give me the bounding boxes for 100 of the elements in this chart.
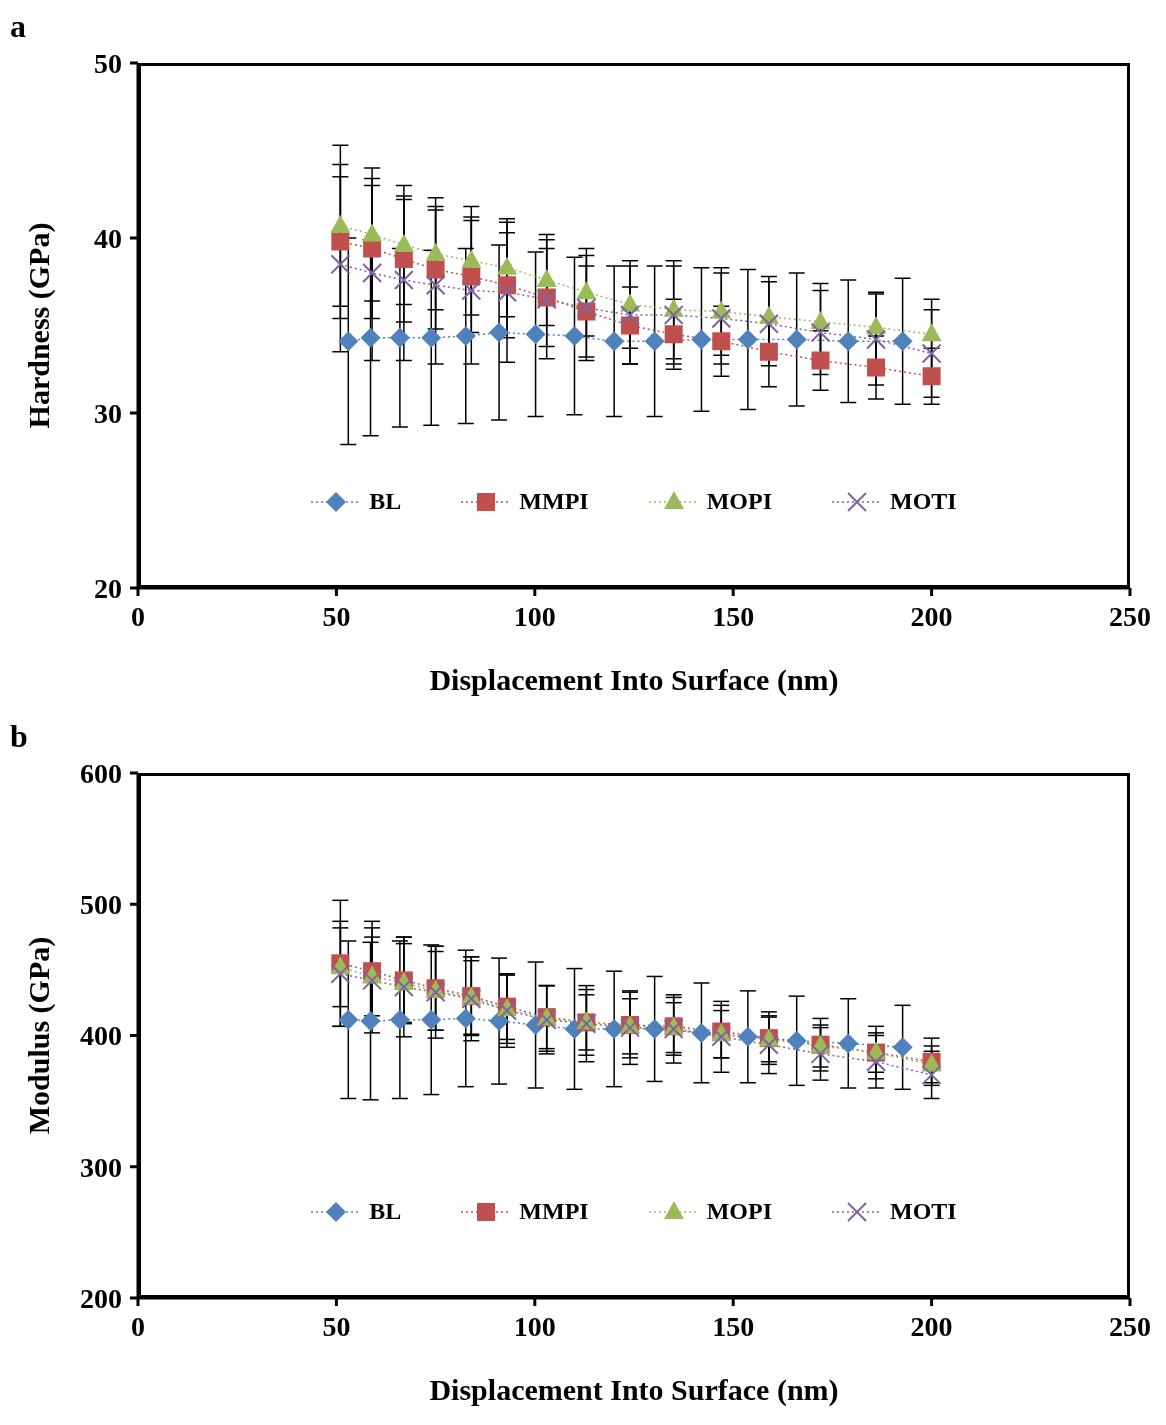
point [866,316,887,335]
x-tick-label: 0 [131,1310,145,1342]
point [525,324,546,345]
point [664,325,683,344]
point [461,280,482,301]
legend-label: BL [369,1198,402,1225]
x-tick-label: 200 [910,1310,953,1342]
point [338,1009,359,1030]
point [786,1030,807,1051]
point [838,331,859,352]
point [711,308,732,329]
point [691,1022,712,1043]
point [737,1026,758,1047]
point [921,323,942,342]
y-tick-label: 500 [80,889,122,921]
y-tick-label: 50 [94,47,122,79]
y-axis-title: Modulus (GPa) [21,936,56,1135]
point [338,331,359,352]
legend-label: MMPI [519,1198,589,1225]
y-tick-label: 30 [94,397,122,429]
legend-label: MMPI [519,488,589,515]
point [810,322,831,343]
y-tick-label: 200 [80,1282,122,1314]
point [604,331,625,352]
point [425,982,446,1003]
legend-label: MOTI [889,1198,957,1225]
point [921,1064,942,1085]
point [497,256,518,275]
y-tick-label: 600 [80,757,122,789]
point [644,331,665,352]
point [393,234,414,252]
point [330,254,351,275]
point [564,326,585,346]
x-axis-title: Displacement Into Surface (nm) [429,663,839,697]
point [576,281,597,300]
x-axis-title: Displacement Into Surface (nm) [429,1373,839,1407]
x-tick-label: 100 [513,600,556,632]
point [425,242,446,261]
point [389,1009,410,1030]
point [663,305,684,325]
point [425,275,446,296]
x-tick-label: 50 [322,1310,351,1342]
point [362,263,383,283]
point [461,249,482,268]
point [892,1037,913,1058]
y-tick-label: 400 [80,1020,122,1052]
point [866,329,887,350]
point [362,223,383,242]
point [867,358,886,377]
text: a [10,8,26,45]
point [838,1033,859,1054]
legend-label: MOPI [706,488,772,515]
point [758,1034,779,1055]
text: b [10,718,28,755]
point [455,1008,476,1029]
y-axis-title: Hardness (GPa) [21,222,56,429]
point [330,963,351,984]
point [866,1051,887,1072]
point [691,329,712,350]
point [330,214,351,233]
x-tick-label: 100 [513,1310,556,1342]
point [711,1026,732,1047]
point [892,331,913,352]
point [421,1009,442,1030]
point [362,970,383,991]
x-tick-label: 50 [322,600,351,632]
legend-label: MOTI [889,488,957,515]
point [389,327,410,348]
x-tick-label: 150 [712,1310,755,1342]
point [393,976,414,997]
point [393,270,414,290]
y-tick-label: 20 [94,572,122,604]
point [455,326,476,346]
point [810,1043,831,1064]
x-tick-label: 0 [131,600,145,632]
point [426,260,445,279]
x-tick-label: 250 [1109,600,1151,632]
point [360,327,381,348]
y-tick-label: 300 [80,1151,122,1183]
x-tick-label: 250 [1109,1310,1151,1342]
point [786,329,807,350]
point [620,305,641,325]
point [759,342,778,361]
y-tick-label: 40 [94,222,122,254]
x-tick-label: 200 [910,600,953,632]
point [758,313,779,334]
point [536,269,557,287]
legend-label: BL [369,488,402,515]
point [421,327,442,348]
point [497,282,518,303]
point [811,351,830,370]
point [737,329,758,350]
point [462,267,481,286]
point [489,322,510,343]
point [644,1018,665,1039]
point [360,1011,381,1032]
point [921,343,942,364]
point [331,232,350,251]
point [922,367,941,386]
x-tick-label: 150 [712,600,755,632]
